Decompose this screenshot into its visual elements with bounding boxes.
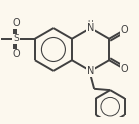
Text: O: O bbox=[121, 25, 128, 35]
Text: O: O bbox=[121, 64, 128, 74]
Text: H: H bbox=[88, 20, 93, 29]
Text: N: N bbox=[87, 66, 94, 76]
Text: O: O bbox=[12, 49, 20, 59]
Text: S: S bbox=[13, 34, 19, 43]
Text: N: N bbox=[87, 23, 94, 33]
Text: O: O bbox=[12, 18, 20, 28]
